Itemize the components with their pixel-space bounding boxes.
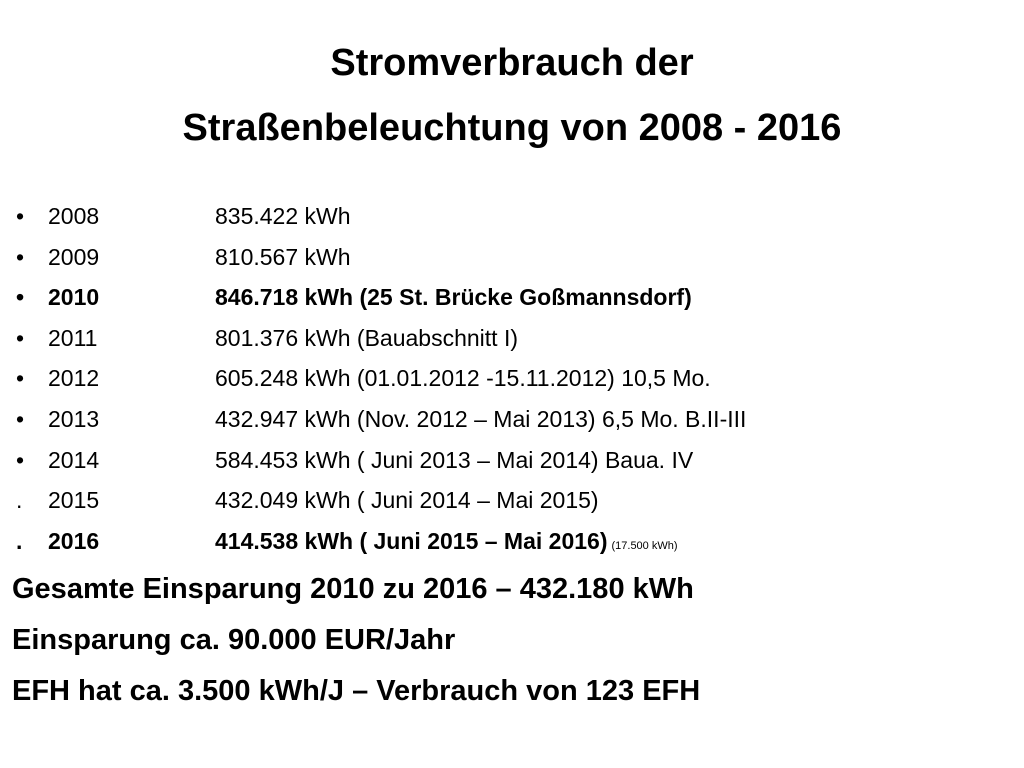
bullet: • — [16, 365, 25, 392]
consumption: 432.947 kWh (Nov. 2012 – Mai 2013) 6,5 M… — [215, 406, 747, 432]
list-item: . 2015 432.049 kWh ( Juni 2014 – Mai 2015) — [0, 487, 1024, 527]
consumption: 432.049 kWh ( Juni 2014 – Mai 2015) — [215, 487, 599, 514]
summary-line: Einsparung ca. 90.000 EUR/Jahr — [12, 624, 456, 656]
consumption: 584.453 kWh ( Juni 2013 – Mai 2014) Baua… — [215, 446, 694, 473]
year: 2016 — [48, 527, 100, 554]
year: 2014 — [48, 446, 100, 473]
list-item: • 2010 846.718 kWh (25 St. Brücke Goßmanns… — [0, 284, 1024, 324]
year: 2008 — [48, 203, 100, 229]
consumption: 846.718 kWh (25 St. Brücke Goßmannsdorf) — [215, 284, 692, 311]
summary-line: Gesamte Einsparung 2010 zu 2016 – 432.18… — [12, 573, 694, 605]
year: 2010 — [48, 284, 100, 311]
bullet: • — [16, 243, 25, 270]
bullet: • — [16, 203, 25, 229]
list-item: • 2012 605.248 kWh (01.01.2012 -15.11.2012… — [0, 365, 1024, 405]
list-item: • 2008 835.422 kWh — [0, 203, 1024, 243]
year: 2009 — [48, 243, 100, 270]
consumption: 414.538 kWh ( Juni 2015 – Mai 2016) (17.5… — [215, 527, 678, 554]
list-item: • 2011 801.376 kWh (Bauabschnitt I) — [0, 325, 1024, 365]
bullet: • — [16, 406, 25, 432]
list-item: • 2014 584.453 kWh ( Juni 2013 – Mai 2014)… — [0, 447, 1024, 487]
bullet: • — [16, 446, 25, 473]
title-line: Stromverbrauch der — [330, 42, 694, 84]
year: 2013 — [48, 406, 100, 432]
note: (17.500 kWh) — [611, 539, 678, 552]
summary-line: EFH hat ca. 3.500 kWh/J – Verbrauch von … — [12, 675, 701, 707]
year: 2011 — [48, 324, 98, 351]
list-item: • 2009 810.567 kWh — [0, 244, 1024, 284]
bullet: • — [16, 284, 25, 311]
consumption: 810.567 kWh — [215, 243, 351, 270]
consumption: 835.422 kWh — [215, 203, 351, 229]
year: 2012 — [48, 365, 100, 392]
bullet: . — [16, 527, 23, 554]
list-item: • 2013 432.947 kWh (Nov. 2012 – Mai 2013) … — [0, 406, 1024, 446]
bullet: . — [16, 487, 23, 514]
list-item: . 2016 414.538 kWh ( Juni 2015 – Mai 2016)… — [0, 528, 1024, 568]
year: 2015 — [48, 487, 100, 514]
consumption: 605.248 kWh (01.01.2012 -15.11.2012) 10,… — [215, 365, 711, 392]
bullet: • — [16, 324, 25, 351]
title-line: Straßenbeleuchtung von 2008 - 2016 — [182, 107, 842, 149]
consumption: 801.376 kWh (Bauabschnitt I) — [215, 324, 518, 351]
